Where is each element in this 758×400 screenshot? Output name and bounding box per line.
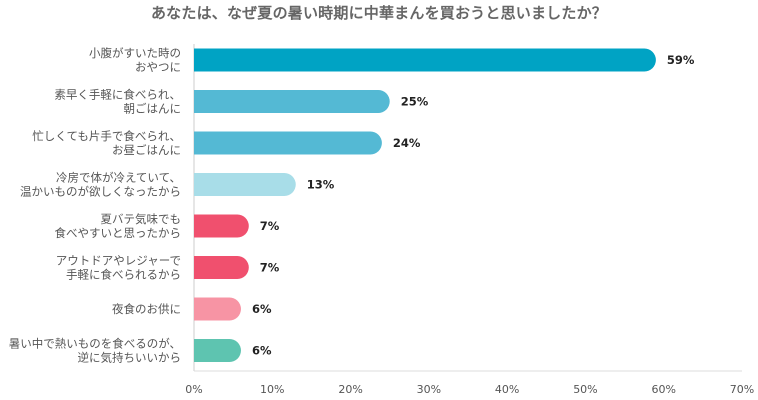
category-label-5: 夏バテ気味でも食べやすいと思ったから bbox=[55, 212, 182, 240]
category-label-3: 忙しくても片手で食べられ、お昼ごはんに bbox=[32, 129, 181, 157]
category-label-2: 素早く手軽に食べられ、朝ごはんに bbox=[54, 88, 181, 116]
x-tick-label-10: 10% bbox=[260, 383, 284, 396]
value-label-3: 24% bbox=[393, 136, 421, 150]
bar-7 bbox=[194, 297, 241, 321]
category-label-6: アウトドアやレジャーで手軽に食べられるから bbox=[56, 254, 181, 282]
category-label-line: 夏バテ気味でも bbox=[101, 212, 182, 226]
category-label-line: 食べやすいと思ったから bbox=[55, 226, 182, 240]
category-label-8: 暑い中で熱いものを食べるのが、逆に気持ちいいから bbox=[9, 337, 181, 365]
value-label-6: 7% bbox=[260, 261, 280, 275]
category-label-line: おやつに bbox=[135, 60, 181, 74]
bar-5 bbox=[194, 214, 249, 238]
value-label-2: 25% bbox=[401, 95, 429, 109]
bar-6 bbox=[194, 256, 249, 279]
value-label-4: 13% bbox=[307, 178, 335, 192]
category-label-line: 冷房で体が冷えていて、 bbox=[56, 171, 181, 185]
category-label-line: アウトドアやレジャーで bbox=[56, 254, 181, 268]
x-tick-label-0: 0% bbox=[185, 383, 202, 396]
x-tick-label-60: 60% bbox=[651, 383, 675, 396]
x-tick-label-70: 70% bbox=[730, 383, 754, 396]
category-label-1: 小腹がすいた時のおやつに bbox=[89, 46, 181, 74]
category-label-line: 暑い中で熱いものを食べるのが、 bbox=[9, 337, 181, 351]
value-label-8: 6% bbox=[252, 344, 272, 358]
x-tick-label-20: 20% bbox=[338, 383, 362, 396]
category-label-4: 冷房で体が冷えていて、温かいものが欲しくなったから bbox=[20, 171, 181, 199]
category-label-line: 小腹がすいた時の bbox=[89, 46, 181, 60]
category-label-line: 逆に気持ちいいから bbox=[78, 351, 182, 365]
value-label-7: 6% bbox=[252, 302, 272, 316]
category-label-line: お昼ごはんに bbox=[112, 143, 181, 157]
category-label-line: 素早く手軽に食べられ、 bbox=[54, 88, 181, 102]
x-tick-label-40: 40% bbox=[495, 383, 519, 396]
category-label-7: 夜食のお供に bbox=[112, 302, 181, 316]
bar-3 bbox=[194, 131, 382, 155]
bar-8 bbox=[194, 339, 241, 362]
bar-4 bbox=[194, 173, 296, 196]
chart-title: あなたは、なぜ夏の暑い時期に中華まんを買おうと思いましたか？ bbox=[150, 4, 607, 22]
bar-2 bbox=[194, 90, 390, 113]
category-label-line: 朝ごはんに bbox=[124, 102, 182, 116]
category-label-line: 温かいものが欲しくなったから bbox=[20, 185, 181, 199]
value-label-5: 7% bbox=[260, 219, 280, 233]
category-label-line: 夜食のお供に bbox=[112, 302, 181, 316]
category-label-line: 忙しくても片手で食べられ、 bbox=[32, 129, 181, 143]
value-label-1: 59% bbox=[667, 53, 695, 67]
x-tick-label-30: 30% bbox=[417, 383, 441, 396]
category-label-line: 手軽に食べられるから bbox=[66, 268, 181, 282]
x-tick-label-50: 50% bbox=[573, 383, 597, 396]
bar-1 bbox=[194, 48, 656, 72]
